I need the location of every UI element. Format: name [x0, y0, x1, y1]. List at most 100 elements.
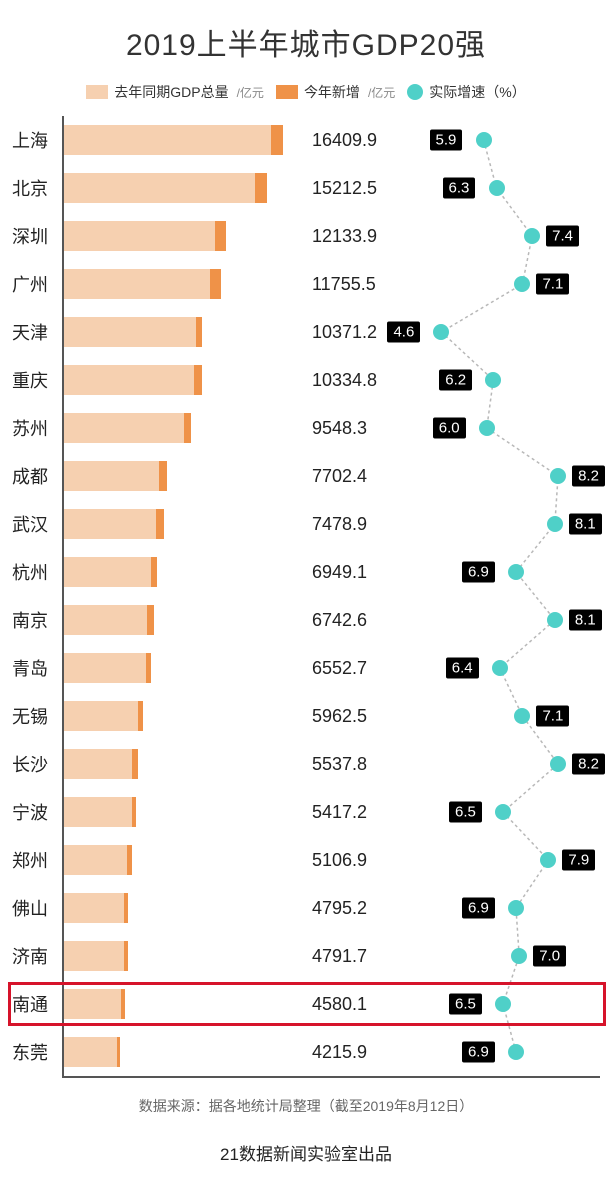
- growth-label: 8.2: [572, 754, 605, 775]
- bar-prev: [64, 845, 127, 875]
- gdp-value-label: 5417.2: [312, 802, 367, 823]
- city-label: 郑州: [12, 847, 60, 873]
- legend-swatch-prev: [86, 85, 108, 99]
- bar-wrap: [64, 125, 283, 155]
- growth-label: 4.6: [387, 322, 420, 343]
- bar-prev: [64, 269, 210, 299]
- bar-wrap: [64, 653, 151, 683]
- gdp-value-label: 16409.9: [312, 130, 377, 151]
- bar-prev: [64, 557, 151, 587]
- bar-inc: [132, 797, 136, 827]
- gdp-value-label: 5106.9: [312, 850, 367, 871]
- gdp-value-label: 5537.8: [312, 754, 367, 775]
- bar-inc: [146, 653, 151, 683]
- legend-swatch-inc: [276, 85, 298, 99]
- gdp-value-label: 11755.5: [312, 274, 376, 295]
- chart-row: 东莞4215.96.9: [64, 1028, 600, 1076]
- gdp-value-label: 10371.2: [312, 322, 377, 343]
- gdp-value-label: 4215.9: [312, 1042, 367, 1063]
- bar-inc: [147, 605, 154, 635]
- gdp-value-label: 10334.8: [312, 370, 377, 391]
- bar-wrap: [64, 1037, 120, 1067]
- bar-wrap: [64, 317, 202, 347]
- bar-prev: [64, 605, 147, 635]
- bar-wrap: [64, 893, 128, 923]
- growth-dot: [485, 372, 501, 388]
- growth-dot: [479, 420, 495, 436]
- chart-row: 重庆10334.86.2: [64, 356, 600, 404]
- bar-inc: [271, 125, 283, 155]
- data-source: 数据来源：据各地统计局整理（截至2019年8月12日）: [12, 1096, 600, 1116]
- growth-label: 6.3: [443, 178, 476, 199]
- bar-wrap: [64, 845, 132, 875]
- bar-wrap: [64, 557, 157, 587]
- growth-dot: [540, 852, 556, 868]
- city-label: 长沙: [12, 751, 60, 777]
- legend-item-growth: 实际增速（%）: [407, 82, 525, 102]
- legend-item-prev: 去年同期GDP总量 /亿元: [86, 82, 264, 102]
- gdp-value-label: 9548.3: [312, 418, 367, 439]
- bar-inc: [196, 317, 202, 347]
- bar-prev: [64, 413, 184, 443]
- bar-wrap: [64, 461, 167, 491]
- legend-unit-prev: /亿元: [237, 84, 264, 101]
- chart-row: 广州11755.57.1: [64, 260, 600, 308]
- chart-row: 南京6742.68.1: [64, 596, 600, 644]
- city-label: 北京: [12, 175, 60, 201]
- city-label: 宁波: [12, 799, 60, 825]
- bar-inc: [184, 413, 191, 443]
- bar-prev: [64, 221, 215, 251]
- bar-inc: [255, 173, 267, 203]
- growth-label: 7.9: [562, 850, 595, 871]
- city-label: 重庆: [12, 367, 60, 393]
- growth-label: 7.1: [536, 706, 569, 727]
- growth-label: 6.4: [446, 658, 479, 679]
- bar-wrap: [64, 701, 143, 731]
- chart-row: 武汉7478.98.1: [64, 500, 600, 548]
- bar-prev: [64, 365, 194, 395]
- bar-wrap: [64, 941, 128, 971]
- bar-prev: [64, 461, 159, 491]
- city-label: 武汉: [12, 511, 60, 537]
- chart-row: 深圳12133.97.4: [64, 212, 600, 260]
- chart-body: 上海16409.95.9北京15212.56.3深圳12133.97.4广州11…: [62, 116, 600, 1076]
- bar-wrap: [64, 269, 221, 299]
- growth-label: 8.2: [572, 466, 605, 487]
- growth-dot: [508, 564, 524, 580]
- growth-dot: [508, 900, 524, 916]
- gdp-value-label: 12133.9: [312, 226, 377, 247]
- chart-row: 郑州5106.97.9: [64, 836, 600, 884]
- bar-wrap: [64, 989, 125, 1019]
- growth-label: 7.4: [546, 226, 579, 247]
- chart-row: 南通4580.16.5: [64, 980, 600, 1028]
- growth-dot: [514, 276, 530, 292]
- bar-inc: [127, 845, 132, 875]
- bar-prev: [64, 653, 146, 683]
- city-label: 济南: [12, 943, 60, 969]
- bar-prev: [64, 125, 271, 155]
- bar-inc: [210, 269, 220, 299]
- growth-dot: [495, 996, 511, 1012]
- bar-wrap: [64, 173, 267, 203]
- gdp-value-label: 6742.6: [312, 610, 367, 631]
- bar-inc: [138, 701, 143, 731]
- bar-wrap: [64, 605, 154, 635]
- chart-row: 宁波5417.26.5: [64, 788, 600, 836]
- bar-prev: [64, 701, 138, 731]
- bar-prev: [64, 173, 255, 203]
- chart-row: 长沙5537.88.2: [64, 740, 600, 788]
- bar-wrap: [64, 797, 136, 827]
- bar-prev: [64, 317, 196, 347]
- chart-row: 无锡5962.57.1: [64, 692, 600, 740]
- growth-label: 8.1: [569, 610, 602, 631]
- gdp-value-label: 5962.5: [312, 706, 367, 727]
- gdp-value-label: 7478.9: [312, 514, 367, 535]
- chart-row: 上海16409.95.9: [64, 116, 600, 164]
- chart-row: 佛山4795.26.9: [64, 884, 600, 932]
- bar-prev: [64, 749, 132, 779]
- bar-inc: [117, 1037, 121, 1067]
- x-axis-line: [62, 1076, 600, 1078]
- bar-inc: [132, 749, 138, 779]
- chart-title: 2019上半年城市GDP20强: [12, 20, 600, 64]
- city-label: 佛山: [12, 895, 60, 921]
